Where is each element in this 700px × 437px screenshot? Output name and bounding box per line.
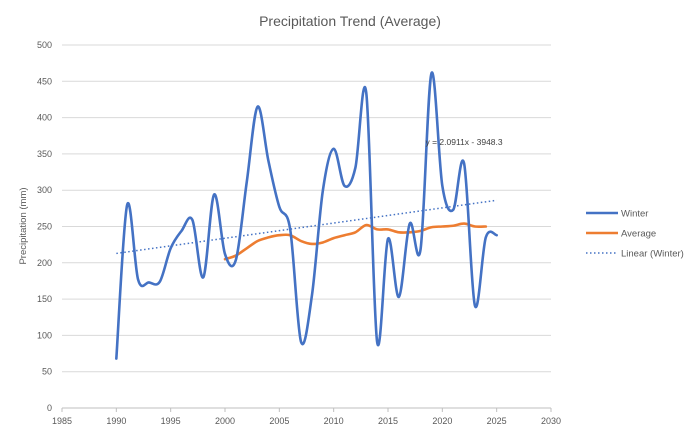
- x-tick-2030: 2030: [541, 416, 561, 426]
- annotations: y = 2.0911x - 3948.3: [426, 137, 503, 147]
- x-tick-2005: 2005: [269, 416, 289, 426]
- y-tick-400: 400: [37, 113, 52, 123]
- x-tick-1995: 1995: [161, 416, 181, 426]
- y-tick-250: 250: [37, 222, 52, 232]
- legend-label-linear-winter: Linear (Winter): [621, 249, 684, 260]
- axes: [61, 407, 552, 412]
- x-tick-2025: 2025: [487, 416, 507, 426]
- legend-label-winter: Winter: [621, 209, 648, 220]
- y-tick-350: 350: [37, 149, 52, 159]
- chart-title: Precipitation Trend (Average): [259, 13, 441, 29]
- y-tick-0: 0: [47, 403, 52, 413]
- y-tick-100: 100: [37, 330, 52, 340]
- y-axis-label: Precipitation (mm): [18, 187, 29, 264]
- series-group: [115, 71, 498, 360]
- series-winter-line: [115, 71, 498, 360]
- series-linear-winter-line: [116, 199, 497, 255]
- x-tick-labels: 1985 1990 1995 2000 2005 2010 2015 2020 2025 2030: [52, 416, 561, 426]
- x-tick-1985: 1985: [52, 416, 72, 426]
- x-tick-2020: 2020: [432, 416, 452, 426]
- series-average-line: [223, 222, 488, 261]
- y-tick-200: 200: [37, 258, 52, 268]
- x-tick-2000: 2000: [215, 416, 235, 426]
- y-tick-450: 450: [37, 76, 52, 86]
- y-tick-500: 500: [37, 40, 52, 50]
- y-tick-50: 50: [42, 367, 52, 377]
- y-tick-300: 300: [37, 185, 52, 195]
- trendline-equation: y = 2.0911x - 3948.3: [426, 137, 503, 147]
- legend: Winter Average Linear (Winter): [586, 209, 684, 260]
- y-tick-labels: 0 50 100 150 200 250 300 350 400 450 500: [37, 40, 52, 413]
- x-tick-1990: 1990: [106, 416, 126, 426]
- y-tick-150: 150: [37, 294, 52, 304]
- legend-label-average: Average: [621, 229, 656, 240]
- x-tick-2015: 2015: [378, 416, 398, 426]
- x-tick-2010: 2010: [324, 416, 344, 426]
